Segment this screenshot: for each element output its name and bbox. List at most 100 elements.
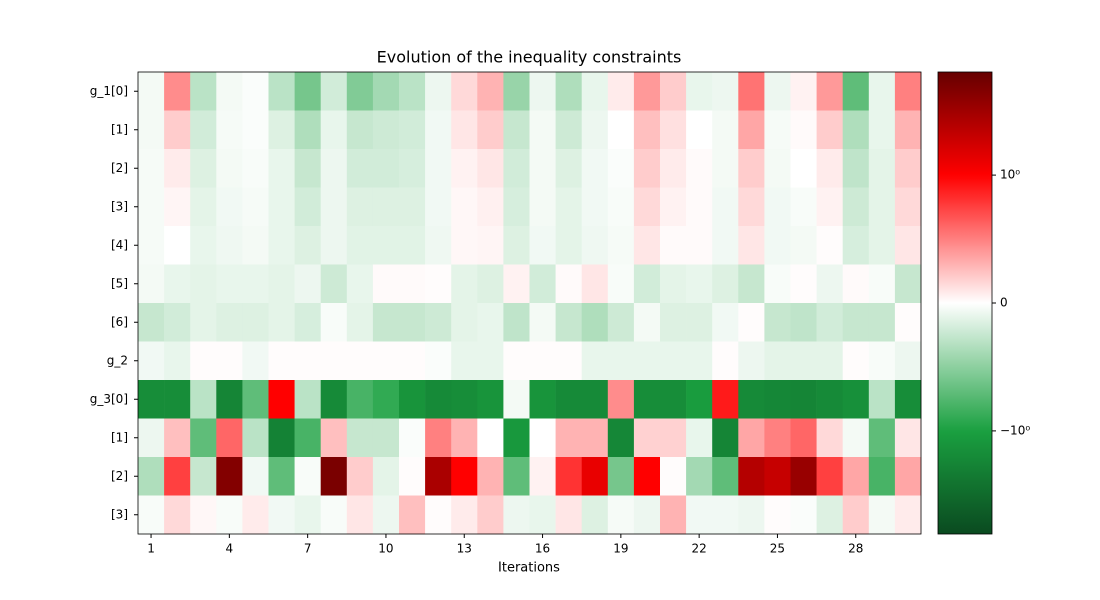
heatmap-cell xyxy=(451,72,478,111)
heatmap-cell xyxy=(320,110,348,150)
heatmap-cell xyxy=(894,187,922,227)
heatmap-cell xyxy=(894,457,922,496)
heatmap-cell xyxy=(660,264,687,304)
heatmap-cell xyxy=(712,264,739,304)
heatmap-cell xyxy=(294,380,321,419)
heatmap-cell xyxy=(242,187,269,227)
heatmap-cell xyxy=(503,110,530,150)
heatmap-cell xyxy=(555,72,582,111)
heatmap-cell xyxy=(503,457,530,496)
heatmap-cell xyxy=(712,110,739,150)
heatmap-cell xyxy=(477,187,504,227)
y-tick-label: [2] xyxy=(111,161,128,175)
heatmap-cell xyxy=(346,495,374,535)
heatmap-cell xyxy=(529,341,556,381)
heatmap-cell xyxy=(451,110,478,150)
heatmap-cell xyxy=(477,418,504,458)
heatmap-cell xyxy=(477,149,504,188)
heatmap-cell xyxy=(529,110,556,150)
heatmap-cell xyxy=(894,264,922,304)
heatmap-cell xyxy=(451,495,478,535)
heatmap-cell xyxy=(138,457,165,496)
heatmap-cell xyxy=(138,418,165,458)
heatmap-cell xyxy=(894,110,922,150)
heatmap-cell xyxy=(607,187,635,227)
heatmap-cell xyxy=(555,495,582,535)
heatmap-cell xyxy=(607,264,635,304)
heatmap-cell xyxy=(607,72,635,111)
heatmap-cell xyxy=(790,341,817,381)
heatmap-cell xyxy=(372,187,400,227)
heatmap-cell xyxy=(346,226,374,265)
heatmap-cell xyxy=(425,418,452,458)
heatmap-cell xyxy=(425,380,452,419)
heatmap-cell xyxy=(738,457,765,496)
heatmap-cell xyxy=(842,495,870,535)
heatmap-cell xyxy=(764,495,791,535)
heatmap-cell xyxy=(164,226,191,265)
heatmap-cell xyxy=(138,187,165,227)
heatmap-cell xyxy=(294,457,321,496)
heatmap-cell xyxy=(868,264,896,304)
heatmap-cell xyxy=(399,341,426,381)
heatmap-cell xyxy=(399,418,426,458)
heatmap-cell xyxy=(294,110,321,150)
heatmap-cell xyxy=(686,457,713,496)
heatmap-cell xyxy=(738,495,765,535)
heatmap-cell xyxy=(660,495,687,535)
y-tick-label: g_2 xyxy=(107,353,128,367)
x-tick-label: 4 xyxy=(226,542,234,556)
heatmap-cell xyxy=(607,457,635,496)
x-tick-label: 13 xyxy=(457,542,472,556)
heatmap-cell xyxy=(790,110,817,150)
heatmap-cell xyxy=(346,303,374,342)
heatmap-cell xyxy=(633,72,661,111)
heatmap-cell xyxy=(399,72,426,111)
heatmap-cell xyxy=(660,457,687,496)
heatmap-cell xyxy=(686,226,713,265)
heatmap-cell xyxy=(633,264,661,304)
heatmap-cell xyxy=(320,418,348,458)
heatmap-cell xyxy=(164,303,191,342)
y-tick-label: [6] xyxy=(111,315,128,329)
heatmap-cell xyxy=(268,418,295,458)
heatmap-cell xyxy=(686,495,713,535)
heatmap-cell xyxy=(216,341,243,381)
heatmap-cell xyxy=(425,341,452,381)
heatmap-cell xyxy=(190,149,217,188)
heatmap-cell xyxy=(216,149,243,188)
heatmap-cell xyxy=(190,380,217,419)
heatmap-cell xyxy=(842,303,870,342)
heatmap-cell xyxy=(894,418,922,458)
heatmap-cell xyxy=(764,341,791,381)
heatmap-cell xyxy=(894,380,922,419)
heatmap-cell xyxy=(190,226,217,265)
heatmap-cell xyxy=(477,72,504,111)
heatmap-cell xyxy=(399,187,426,227)
heatmap-cell xyxy=(712,72,739,111)
heatmap-cell xyxy=(320,187,348,227)
y-tick-label: [1] xyxy=(111,430,128,444)
heatmap-cell xyxy=(503,264,530,304)
heatmap-cell xyxy=(399,380,426,419)
y-tick-label: g_3[0] xyxy=(90,392,128,406)
heatmap-cell xyxy=(790,187,817,227)
heatmap-cell xyxy=(477,341,504,381)
heatmap-cell xyxy=(894,72,922,111)
heatmap-cell xyxy=(451,264,478,304)
heatmap-cell xyxy=(164,341,191,381)
heatmap-cell xyxy=(503,380,530,419)
heatmap-cell xyxy=(764,303,791,342)
heatmap-cell xyxy=(607,110,635,150)
heatmap-cell xyxy=(242,149,269,188)
heatmap-cell xyxy=(633,495,661,535)
heatmap-cell xyxy=(372,341,400,381)
heatmap-cell xyxy=(451,341,478,381)
heatmap-cell xyxy=(529,495,556,535)
heatmap-cell xyxy=(842,380,870,419)
heatmap-cell xyxy=(712,380,739,419)
heatmap-cell xyxy=(790,380,817,419)
heatmap-cell xyxy=(790,418,817,458)
heatmap-cell xyxy=(451,303,478,342)
